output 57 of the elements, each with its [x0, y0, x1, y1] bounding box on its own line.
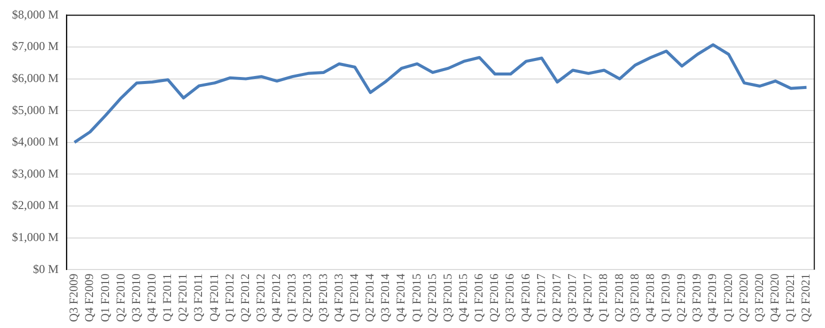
- x-tick-label: Q1 F2016: [472, 274, 486, 322]
- x-tick-label: Q1 F2020: [720, 274, 735, 322]
- x-tick-label: Q1 F2015: [409, 274, 424, 322]
- x-tick-label: Q4 F2016: [518, 274, 532, 322]
- x-tick-label: Q4 F2012: [269, 274, 284, 322]
- x-tick-label: Q2 F2012: [238, 274, 252, 322]
- x-tick-label: Q4 F2015: [456, 274, 470, 322]
- x-tick-label: Q1 F2011: [160, 274, 174, 322]
- x-tick-label: Q1 F2010: [98, 274, 112, 322]
- x-tick-label: Q3 F2012: [254, 274, 268, 322]
- y-tick-label: $0 M: [33, 262, 59, 276]
- x-tick-label: Q3 F2010: [128, 274, 143, 322]
- y-tick-label: $2,000 M: [12, 198, 59, 212]
- x-tick-label: Q4 F2019: [705, 274, 720, 322]
- x-tick-label: Q2 F2020: [736, 274, 750, 322]
- x-tick-label: Q2 F2010: [113, 274, 128, 322]
- x-tick-label: Q3 F2020: [752, 274, 766, 322]
- x-tick-label: Q2 F2013: [300, 274, 314, 322]
- x-tick-label: Q1 F2019: [658, 274, 672, 322]
- x-tick-label: Q2 F2018: [612, 274, 626, 322]
- x-tick-label: Q4 F2017: [580, 274, 595, 322]
- x-tick-label: Q4 F2020: [768, 274, 782, 322]
- x-tick-label: Q3 F2009: [66, 274, 81, 322]
- x-tick-label: Q3 F2016: [502, 274, 517, 322]
- x-tick-label: Q4 F2009: [82, 274, 96, 322]
- y-tick-label: $7,000 M: [12, 39, 59, 54]
- x-tick-label: Q2 F2015: [424, 274, 439, 322]
- x-tick-label: Q3 F2014: [378, 274, 392, 322]
- x-tick-label: Q2 F2019: [674, 274, 688, 322]
- x-tick-label: Q3 F2011: [191, 274, 206, 322]
- x-tick-label: Q3 F2017: [565, 274, 580, 322]
- x-tick-label: Q2 F2017: [549, 274, 564, 322]
- x-tick-label: Q1 F2014: [346, 274, 361, 322]
- x-tick-label: Q2 F2016: [487, 274, 502, 322]
- x-tick-label: Q1 F2017: [534, 274, 548, 322]
- y-tick-label: $5,000 M: [12, 102, 59, 117]
- y-tick-label: $8,000 M: [12, 7, 59, 22]
- x-tick-label: Q2 F2011: [176, 274, 190, 322]
- y-tick-label: $3,000 M: [12, 166, 59, 180]
- x-tick-label: Q1 F2012: [222, 274, 236, 322]
- y-tick-label: $4,000 M: [12, 134, 59, 149]
- x-tick-label: Q4 F2013: [331, 274, 346, 322]
- x-tick-label: Q4 F2014: [394, 274, 408, 322]
- x-tick-label: Q3 F2013: [316, 274, 330, 322]
- x-tick-label: Q1 F2018: [596, 274, 610, 322]
- x-tick-label: Q4 F2011: [206, 274, 221, 322]
- x-tick-label: Q1 F2021: [783, 274, 798, 322]
- x-tick-label: Q3 F2018: [627, 274, 642, 322]
- x-tick-label: Q1 F2013: [284, 274, 299, 322]
- y-tick-label: $1,000 M: [12, 230, 59, 244]
- x-tick-label: Q4 F2010: [144, 274, 158, 322]
- x-tick-label: Q3 F2015: [440, 274, 454, 322]
- x-tick-label: Q4 F2018: [642, 274, 657, 322]
- x-tick-label: Q2 F2021: [798, 274, 813, 322]
- x-tick-label: Q3 F2019: [690, 274, 704, 322]
- x-tick-label: Q2 F2014: [362, 274, 377, 322]
- y-tick-label: $6,000 M: [12, 70, 59, 85]
